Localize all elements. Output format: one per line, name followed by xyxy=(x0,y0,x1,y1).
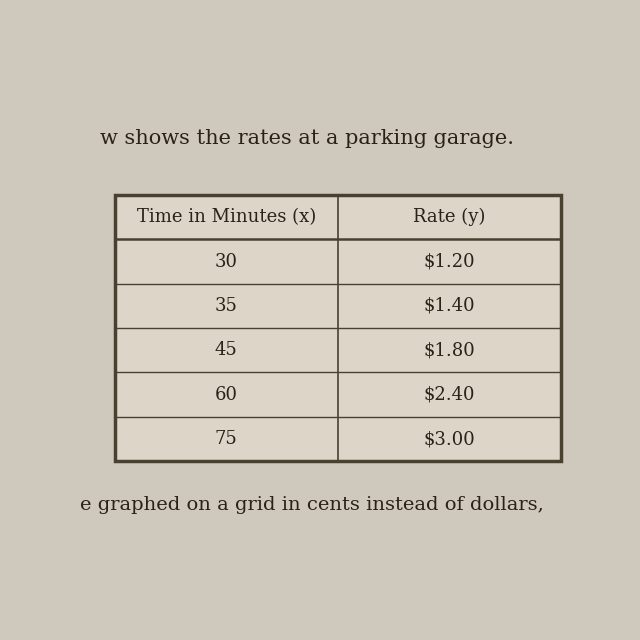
Text: e graphed on a grid in cents instead of dollars,: e graphed on a grid in cents instead of … xyxy=(80,495,544,514)
Text: Rate (y): Rate (y) xyxy=(413,208,486,227)
Text: 30: 30 xyxy=(215,253,238,271)
Text: $1.20: $1.20 xyxy=(424,253,476,271)
Text: 45: 45 xyxy=(215,341,237,359)
Text: $1.80: $1.80 xyxy=(424,341,476,359)
Bar xyxy=(115,195,561,461)
Bar xyxy=(115,195,561,461)
Text: 60: 60 xyxy=(215,386,238,404)
Text: $3.00: $3.00 xyxy=(424,430,476,448)
Text: $1.40: $1.40 xyxy=(424,297,476,315)
Text: 75: 75 xyxy=(215,430,237,448)
Text: 35: 35 xyxy=(215,297,237,315)
Text: w shows the rates at a parking garage.: w shows the rates at a parking garage. xyxy=(100,129,514,148)
Text: $2.40: $2.40 xyxy=(424,386,476,404)
Text: Time in Minutes (x): Time in Minutes (x) xyxy=(137,208,316,227)
